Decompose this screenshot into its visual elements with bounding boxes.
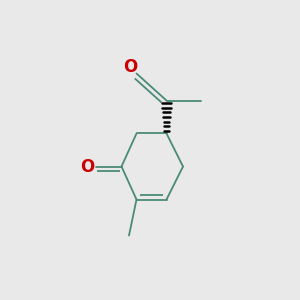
Text: O: O — [80, 158, 95, 175]
Text: O: O — [123, 58, 137, 76]
